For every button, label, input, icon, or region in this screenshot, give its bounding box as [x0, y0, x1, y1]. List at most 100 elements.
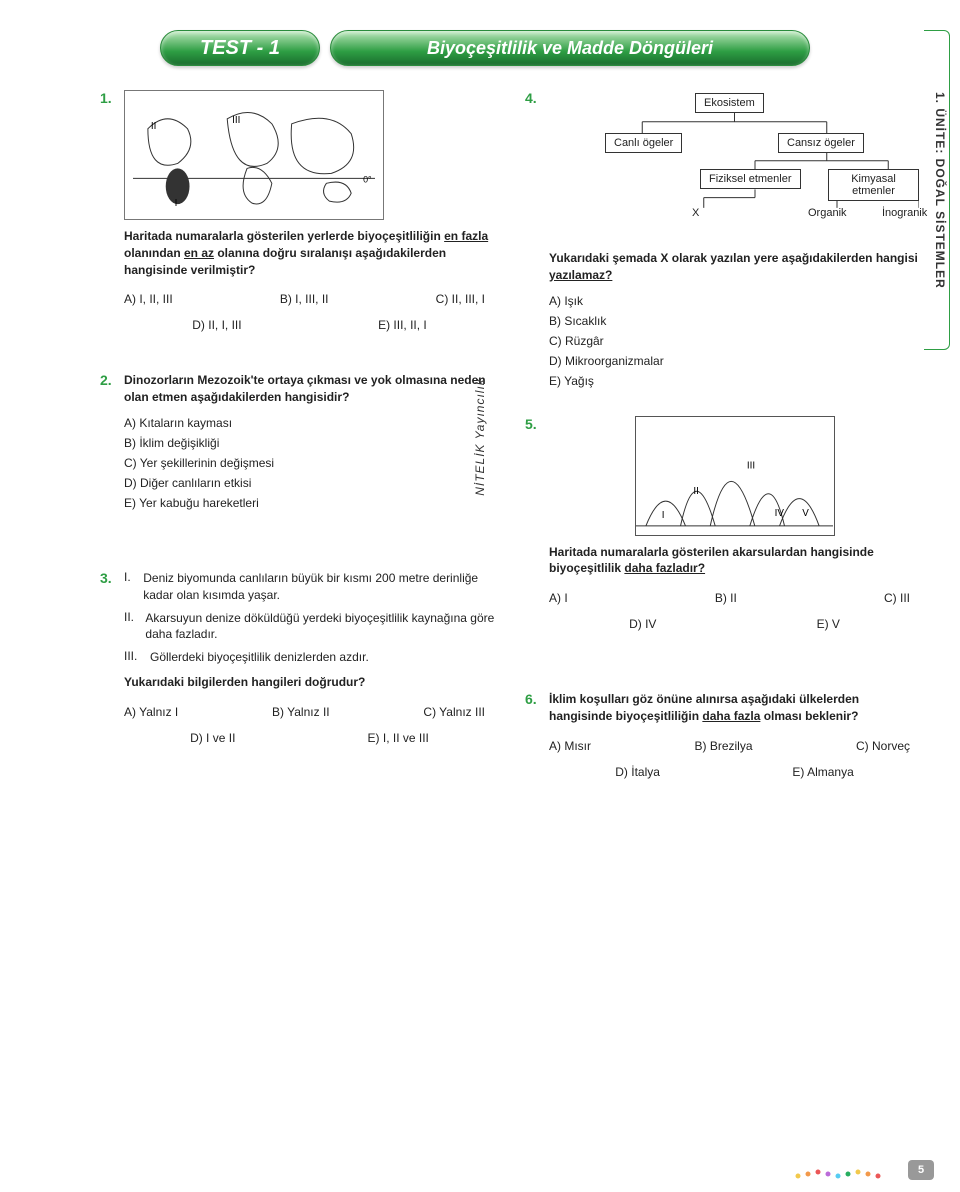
- q5-options-row2: D) IV E) V: [549, 617, 920, 631]
- q5-number: 5.: [525, 416, 537, 432]
- q3-opt-c[interactable]: C) Yalnız III: [423, 705, 485, 719]
- q4-stem: Yukarıdaki şemada X olarak yazılan yere …: [549, 250, 920, 284]
- q2-opt-e[interactable]: E) Yer kabuğu hareketleri: [124, 496, 495, 510]
- q6-opt-d[interactable]: D) İtalya: [615, 765, 660, 779]
- question-3: 3. I. Deniz biyomunda canlıların büyük b…: [100, 570, 495, 745]
- q3-item-2: Akarsuyun denize döküldüğü yerdeki biyoç…: [145, 610, 495, 644]
- q3-statements: I. Deniz biyomunda canlıların büyük bir …: [124, 570, 495, 666]
- page-number: 5: [908, 1160, 934, 1180]
- q3-opt-b[interactable]: B) Yalnız II: [272, 705, 330, 719]
- q4-opt-a[interactable]: A) Işık: [549, 294, 920, 308]
- q5-opt-a[interactable]: A) I: [549, 591, 568, 605]
- footer-decoration: [788, 1162, 908, 1182]
- unit-label: 1. ÜNİTE: DOĞAL SİSTEMLER: [933, 92, 947, 289]
- q3-options-row1: A) Yalnız I B) Yalnız II C) Yalnız III: [124, 701, 495, 723]
- q6-options-row2: D) İtalya E) Almanya: [549, 765, 920, 779]
- q5-options-row1: A) I B) II C) III: [549, 587, 920, 609]
- q6-opt-b[interactable]: B) Brezilya: [694, 739, 752, 753]
- q4-opt-d[interactable]: D) Mikroorganizmalar: [549, 354, 920, 368]
- question-6: 6. İklim koşulları göz önüne alınırsa aş…: [525, 691, 920, 779]
- question-4: 4.: [525, 90, 920, 388]
- svg-text:II: II: [151, 121, 157, 132]
- question-5: 5. I II III IV V Haritada numaralarla: [525, 416, 920, 632]
- q1-stem: Haritada numaralarla gösterilen yerlerde…: [124, 228, 495, 278]
- q6-opt-a[interactable]: A) Mısır: [549, 739, 591, 753]
- content-grid: 1. II III I 0° Haritada n: [100, 90, 920, 807]
- q1-opt-a[interactable]: A) I, II, III: [124, 292, 173, 306]
- rivers-svg: I II III IV V: [636, 417, 834, 536]
- q6-opt-e[interactable]: E) Almanya: [792, 765, 853, 779]
- svg-text:I: I: [661, 510, 664, 521]
- svg-text:V: V: [802, 508, 809, 519]
- q4-opt-e[interactable]: E) Yağış: [549, 374, 920, 388]
- q3-roman-1: I.: [124, 570, 143, 604]
- q1-options-row1: A) I, II, III B) I, III, II C) II, III, …: [124, 288, 495, 310]
- svg-text:IV: IV: [774, 508, 784, 519]
- test-title-pill: Biyoçeşitlilik ve Madde Döngüleri: [330, 30, 810, 66]
- node-nonliving: Cansız ögeler: [778, 133, 864, 153]
- q2-opt-c[interactable]: C) Yer şekillerinin değişmesi: [124, 456, 495, 470]
- test-title: Biyoçeşitlilik ve Madde Döngüleri: [427, 38, 713, 59]
- q5-opt-d[interactable]: D) IV: [629, 617, 656, 631]
- q5-rivers-map: I II III IV V: [635, 416, 835, 536]
- question-2: 2. Dinozorların Mezozoik'te ortaya çıkma…: [100, 372, 495, 510]
- q4-number: 4.: [525, 90, 537, 106]
- q4-schema: Ekosistem Canlı ögeler Cansız ögeler Fiz…: [549, 90, 920, 240]
- svg-text:III: III: [232, 115, 240, 126]
- unit-side-tab: 1. ÜNİTE: DOĞAL SİSTEMLER: [924, 30, 950, 350]
- q3-opt-d[interactable]: D) I ve II: [190, 731, 235, 745]
- q6-options-row1: A) Mısır B) Brezilya C) Norveç: [549, 735, 920, 757]
- node-inorganic: İnogranik: [882, 207, 927, 219]
- q3-number: 3.: [100, 570, 112, 586]
- q3-ask: Yukarıdaki bilgilerden hangileri doğrudu…: [124, 674, 495, 691]
- q1-opt-c[interactable]: C) II, III, I: [436, 292, 485, 306]
- q3-opt-a[interactable]: A) Yalnız I: [124, 705, 178, 719]
- q3-options-row2: D) I ve II E) I, II ve III: [124, 731, 495, 745]
- q3-item-1: Deniz biyomunda canlıların büyük bir kıs…: [143, 570, 495, 604]
- q5-opt-b[interactable]: B) II: [715, 591, 737, 605]
- q3-roman-3: III.: [124, 649, 150, 666]
- q3-item-3: Göllerdeki biyoçeşitlilik denizlerden az…: [150, 649, 369, 666]
- q6-number: 6.: [525, 691, 537, 707]
- node-physical: Fiziksel etmenler: [700, 169, 801, 189]
- q1-world-map: II III I 0°: [124, 90, 384, 220]
- test-label: TEST - 1: [200, 37, 280, 60]
- node-x: X: [692, 207, 699, 219]
- q4-opt-c[interactable]: C) Rüzgâr: [549, 334, 920, 348]
- world-map-svg: II III I 0°: [133, 99, 375, 212]
- q1-options-row2: D) II, I, III E) III, II, I: [124, 318, 495, 332]
- q2-options: A) Kıtaların kayması B) İklim değişikliğ…: [124, 416, 495, 510]
- question-1: 1. II III I 0° Haritada n: [100, 90, 495, 332]
- svg-text:II: II: [693, 486, 699, 497]
- q3-roman-2: II.: [124, 610, 145, 644]
- q5-stem: Haritada numaralarla gösterilen akarsula…: [549, 544, 920, 578]
- q2-stem: Dinozorların Mezozoik'te ortaya çıkması …: [124, 372, 495, 406]
- q1-opt-d[interactable]: D) II, I, III: [192, 318, 241, 332]
- right-column: 4.: [525, 90, 920, 807]
- q4-options: A) Işık B) Sıcaklık C) Rüzgâr D) Mikroor…: [549, 294, 920, 388]
- test-header: TEST - 1 Biyoçeşitlilik ve Madde Döngüle…: [160, 30, 920, 80]
- q6-opt-c[interactable]: C) Norveç: [856, 739, 910, 753]
- q2-opt-d[interactable]: D) Diğer canlıların etkisi: [124, 476, 495, 490]
- node-living: Canlı ögeler: [605, 133, 682, 153]
- q6-stem: İklim koşulları göz önüne alınırsa aşağı…: [549, 691, 920, 725]
- q2-number: 2.: [100, 372, 112, 388]
- test-label-pill: TEST - 1: [160, 30, 320, 66]
- schema-lines: [550, 91, 919, 245]
- q1-number: 1.: [100, 90, 112, 106]
- q5-opt-c[interactable]: C) III: [884, 591, 910, 605]
- node-organic: Organik: [808, 207, 847, 219]
- q1-opt-b[interactable]: B) I, III, II: [280, 292, 329, 306]
- q4-opt-b[interactable]: B) Sıcaklık: [549, 314, 920, 328]
- q2-opt-a[interactable]: A) Kıtaların kayması: [124, 416, 495, 430]
- q2-opt-b[interactable]: B) İklim değişikliği: [124, 436, 495, 450]
- q3-opt-e[interactable]: E) I, II ve III: [368, 731, 429, 745]
- svg-text:III: III: [746, 460, 754, 471]
- node-chemical: Kimyasal etmenler: [828, 169, 919, 201]
- q5-opt-e[interactable]: E) V: [817, 617, 840, 631]
- svg-text:0°: 0°: [363, 174, 372, 184]
- svg-text:I: I: [175, 198, 178, 209]
- node-ecosystem: Ekosistem: [695, 93, 764, 113]
- publisher-brand: NİTELİK Yayıncılık: [473, 378, 487, 496]
- q1-opt-e[interactable]: E) III, II, I: [378, 318, 427, 332]
